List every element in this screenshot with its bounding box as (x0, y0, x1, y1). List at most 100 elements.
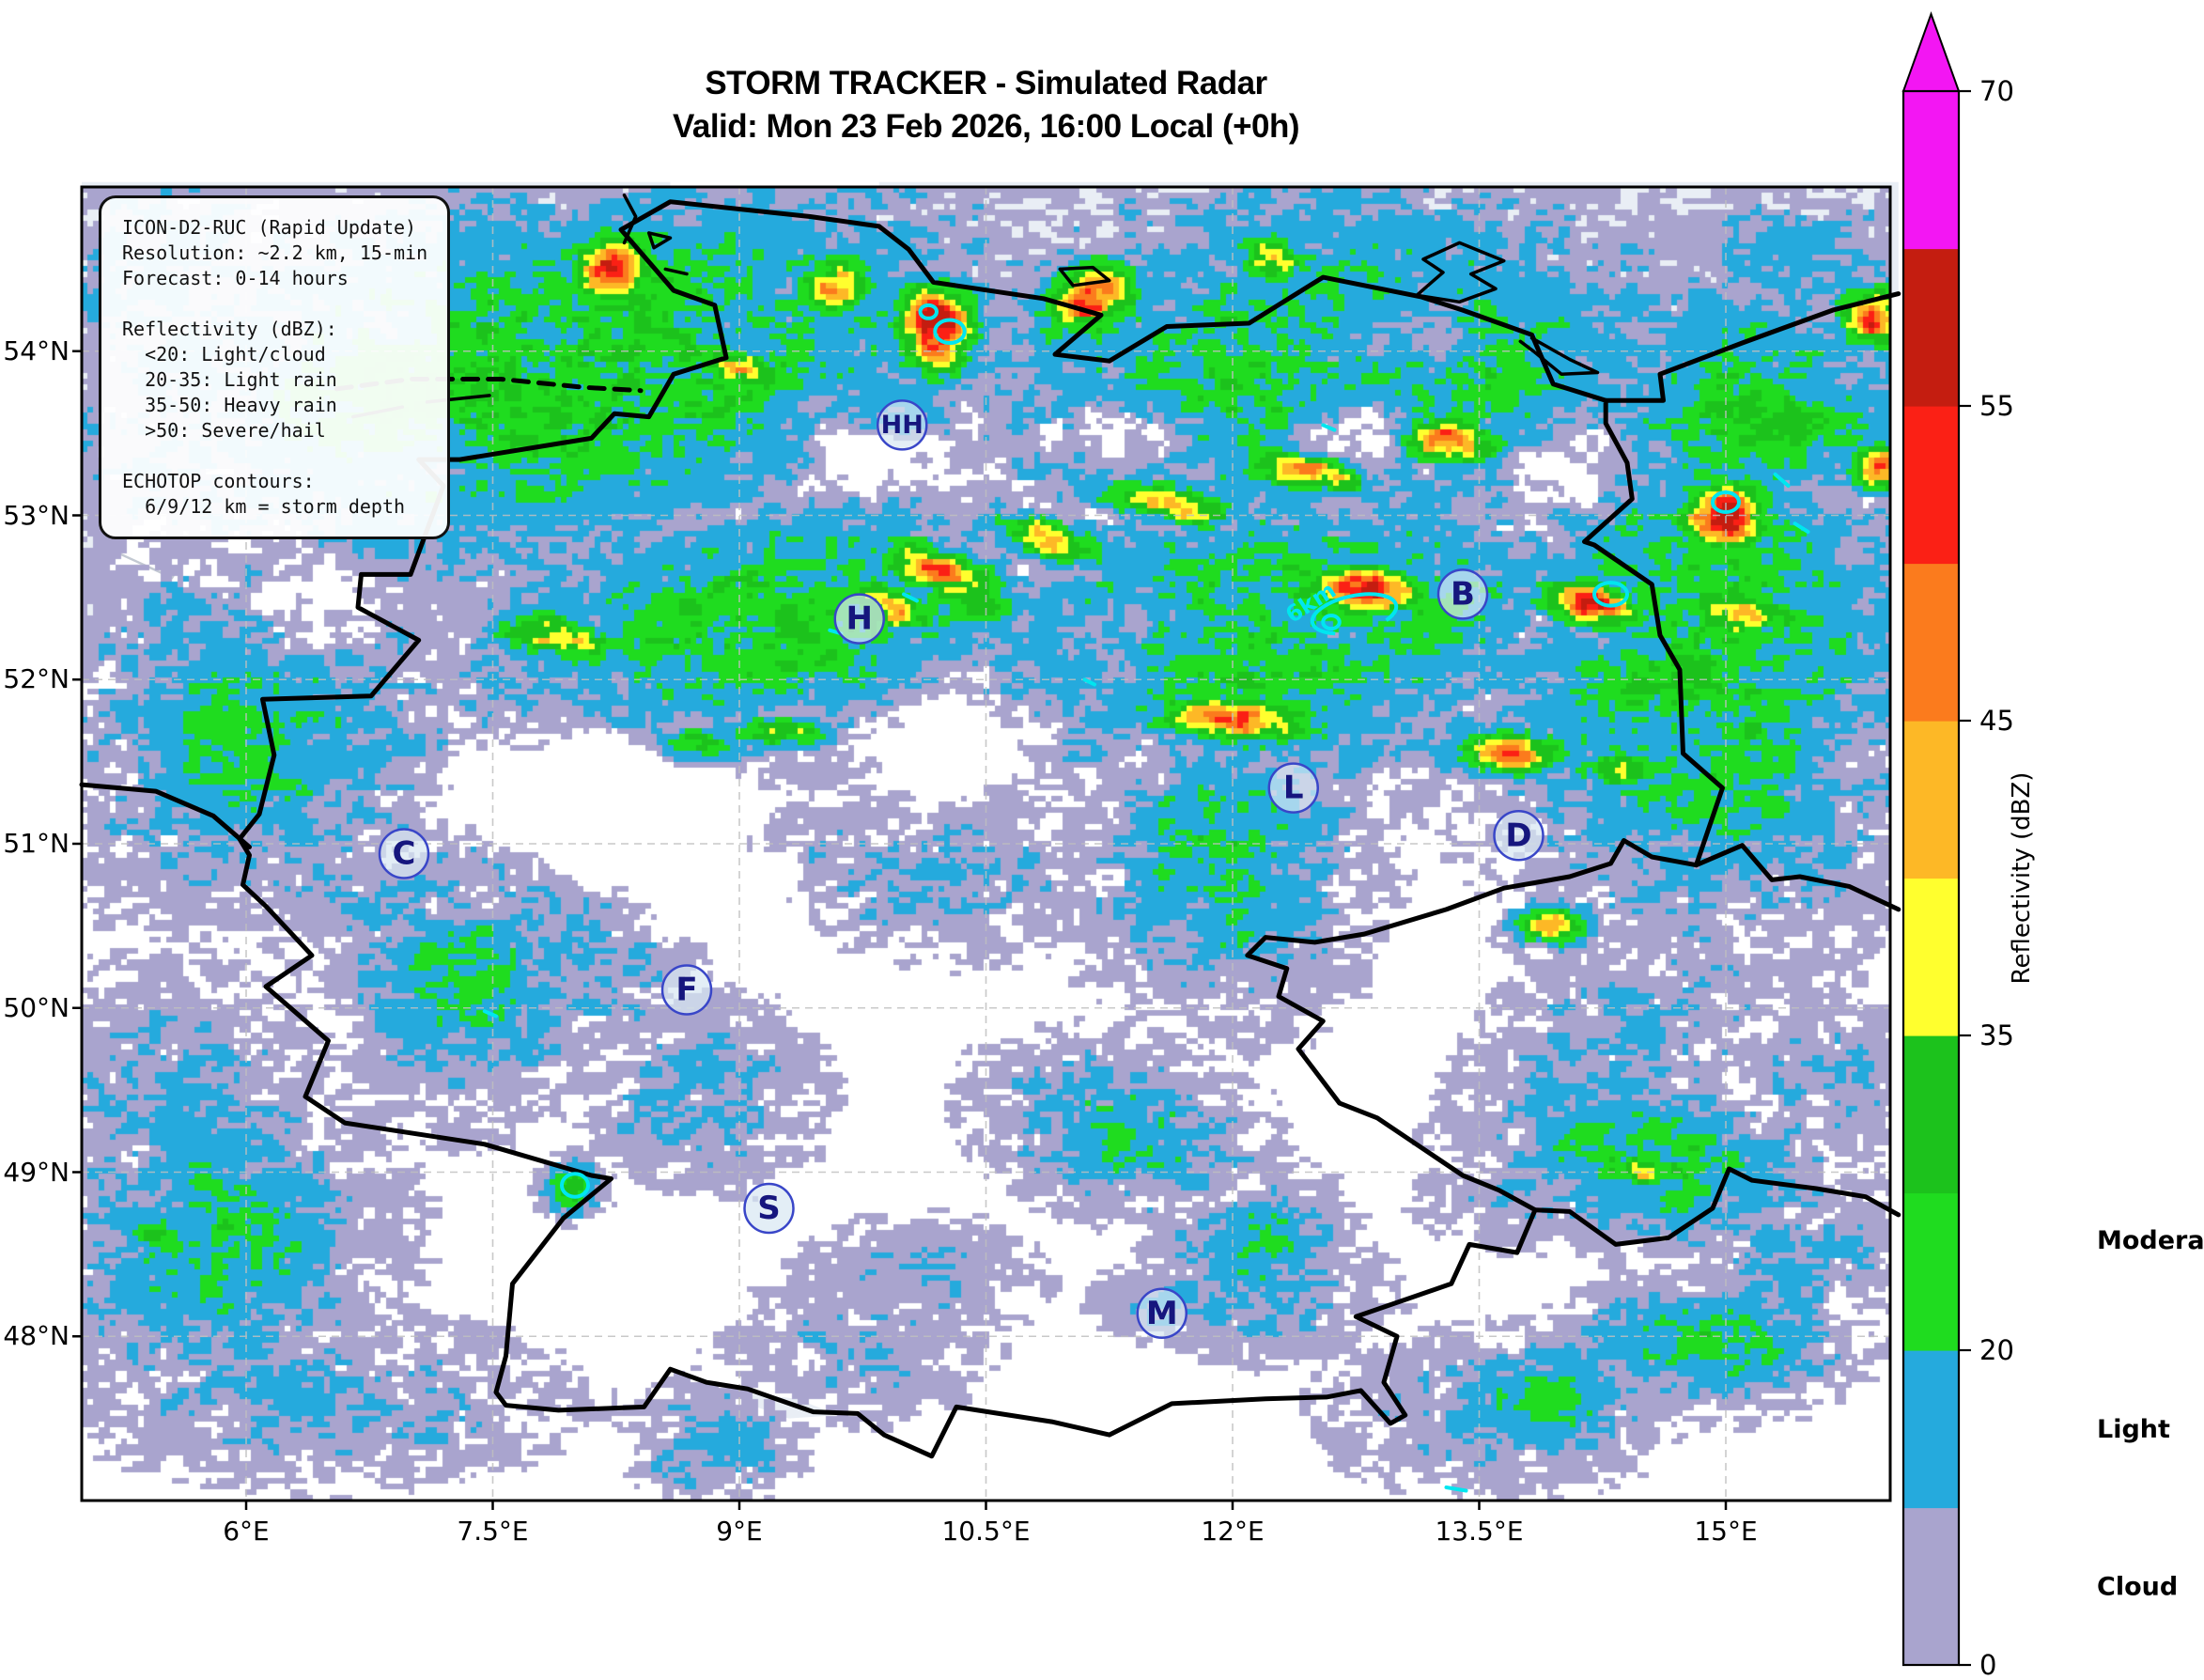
info-line: Forecast: 0-14 hours (122, 267, 349, 289)
echotop-contour-loop (933, 318, 967, 346)
echotop-contour-loop (1310, 592, 1399, 636)
info-line: <20: Light/cloud (122, 343, 326, 366)
title-line-2: Valid: Mon 23 Feb 2026, 16:00 Local (+0h… (672, 108, 1300, 145)
x-tick-label: 9°E (716, 1516, 763, 1547)
city-marker-H: H (833, 593, 885, 645)
info-line: Resolution: ~2.2 km, 15-min (122, 241, 428, 264)
info-line (122, 443, 427, 469)
colorbar-category-label: Light (2097, 1415, 2170, 1444)
colorbar-tick-label: 20 (1979, 1334, 2014, 1366)
city-marker-C: C (378, 828, 430, 879)
colorbar-segment (1903, 721, 1959, 879)
colorbar-tick-label: 45 (1979, 705, 2014, 737)
colorbar-segment (1903, 91, 1959, 250)
info-line: ICON-D2-RUC (Rapid Update) (122, 216, 417, 239)
city-marker-label: M (1146, 1295, 1178, 1332)
city-marker-circle (378, 828, 430, 879)
echotop-contour-dash (482, 1009, 498, 1019)
x-tick-label: 7.5°E (457, 1516, 529, 1547)
city-marker-circle (1493, 810, 1544, 862)
city-marker-circle (833, 593, 885, 645)
colorbar-segment (1903, 563, 1959, 722)
info-line: 35-50: Heavy rain (122, 394, 337, 416)
x-tick-label: 15°E (1694, 1516, 1758, 1547)
city-marker-label: S (757, 1190, 781, 1227)
echotop-contour-dash (1773, 472, 1791, 488)
x-tick-label: 12°E (1201, 1516, 1265, 1547)
city-marker-label: HH (881, 411, 924, 440)
y-tick-label: 52°N (3, 663, 70, 695)
city-marker-M: M (1136, 1287, 1187, 1340)
y-tick-label: 51°N (3, 828, 70, 859)
island-outline (663, 267, 689, 276)
title-line-1: STORM TRACKER - Simulated Radar (705, 65, 1267, 101)
city-marker-circle (1136, 1287, 1187, 1340)
echotop-contour-loop (560, 1172, 590, 1199)
y-tick-label: 48°N (3, 1320, 70, 1352)
island-outline (1518, 336, 1600, 376)
city-marker-D: D (1493, 810, 1544, 862)
echotop-contour-loop (1592, 581, 1629, 608)
colorbar-tick-label: 70 (1979, 75, 2014, 107)
info-line: 20-35: Light rain (122, 368, 337, 391)
country-borders (79, 193, 1901, 1459)
island-outline (622, 193, 638, 245)
colorbar-tick-label: 55 (1979, 390, 2014, 422)
colorbar-extend-arrow (1901, 11, 1961, 92)
colorbar-outline (1901, 89, 1961, 1667)
colorbar-segment (1903, 248, 1959, 407)
colorbar-segment (1903, 878, 1959, 1036)
figure-title: STORM TRACKER - Simulated Radar Valid: M… (82, 62, 1890, 148)
echotop-contour-dash (1444, 1486, 1468, 1493)
island-outline (646, 231, 673, 250)
city-marker-circle (743, 1182, 795, 1235)
city-marker-label: C (393, 834, 416, 872)
colorbar-segment (1903, 406, 1959, 565)
border-pl-coast (1603, 291, 1901, 403)
info-line: ECHOTOP contours: (122, 470, 315, 492)
y-tick-label: 54°N (3, 334, 70, 366)
gridlines (82, 187, 1890, 1501)
border-nl-be (79, 782, 252, 849)
echotop-contour-dash (1082, 677, 1096, 687)
x-tick-label: 10.5°E (941, 1516, 1031, 1547)
x-tick-label: 6°E (223, 1516, 270, 1547)
info-line: 6/9/12 km = storm depth (122, 495, 406, 518)
echotop-contour-loop (1711, 490, 1741, 515)
x-tick-label: 13.5°E (1435, 1516, 1524, 1547)
y-tick-label: 49°N (3, 1156, 70, 1188)
city-marker-S: S (743, 1182, 795, 1235)
colorbar-tick-label: 35 (1979, 1019, 2014, 1051)
model-info-box: ICON-D2-RUC (Rapid Update) Resolution: ~… (99, 195, 450, 539)
city-marker-circle (1267, 762, 1319, 814)
city-marker-label: H (846, 600, 873, 638)
city-marker-circle (1436, 568, 1489, 620)
colorbar-category-label: Moderate (2097, 1226, 2204, 1255)
border-cz-pl (1694, 843, 1901, 912)
island-outline (1415, 241, 1506, 304)
colorbar-segment (1903, 1350, 1959, 1509)
echotop-contour-dash (1793, 521, 1810, 534)
city-marker-label: L (1283, 770, 1304, 807)
border-germany (237, 199, 1725, 1459)
colorbar-axis-label: Reflectivity (dBZ) (2008, 772, 2036, 985)
city-marker-label: B (1451, 575, 1475, 613)
city-marker-label: F (675, 972, 697, 1009)
city-marker-circle (877, 399, 928, 451)
colorbar-tick-label: 0 (1979, 1649, 1996, 1680)
colorbar-segment (1903, 1507, 1959, 1666)
echotop-contour-dash (902, 592, 919, 603)
city-marker-label: D (1505, 817, 1531, 854)
city-marker-circle (660, 964, 713, 1016)
y-tick-label: 53°N (3, 499, 70, 531)
info-line: >50: Severe/hail (122, 419, 326, 442)
colorbar: 0 20 35 45 55 70 Reflectivity (dBZ) Moderate Lig… (1901, 11, 2204, 1680)
city-marker-HH: HH (877, 399, 928, 451)
colorbar-category-label: Cloud (2097, 1572, 2178, 1601)
colorbar-segment (1903, 1035, 1959, 1194)
colorbar-segment (1903, 1192, 1959, 1351)
info-line (122, 291, 427, 317)
